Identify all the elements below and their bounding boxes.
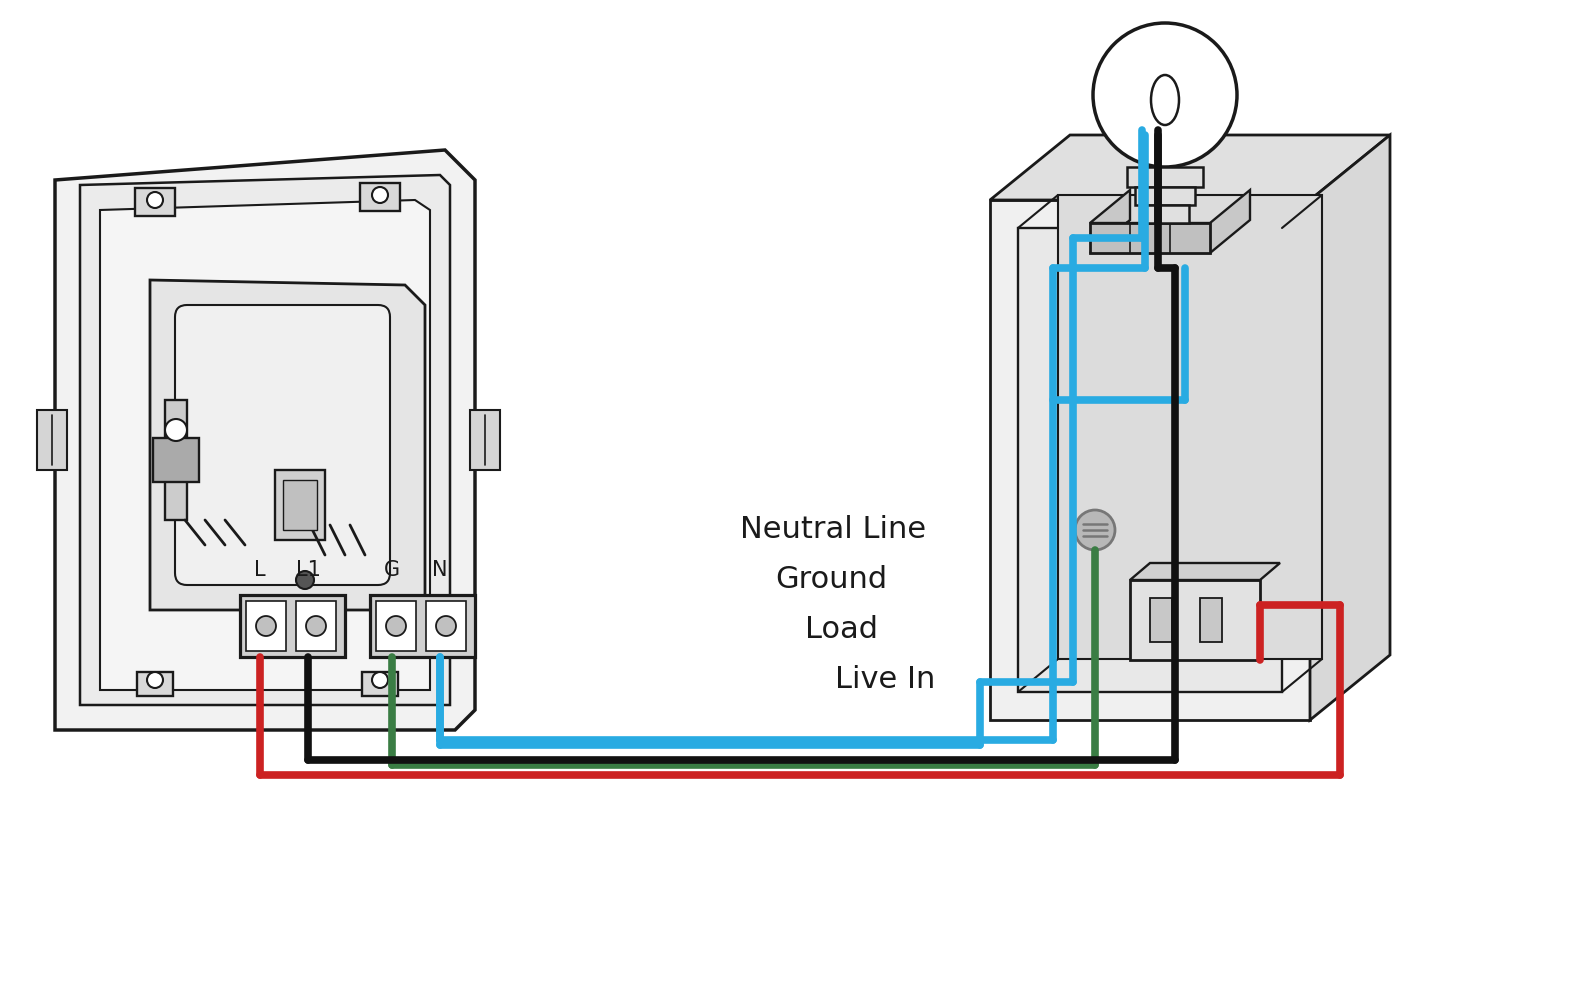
Bar: [164, 400, 186, 520]
Circle shape: [147, 192, 163, 208]
Text: L: L: [254, 560, 265, 580]
Text: N: N: [433, 560, 447, 580]
Bar: [1141, 205, 1190, 223]
Bar: [137, 672, 172, 696]
Bar: [360, 183, 400, 211]
Bar: [427, 601, 466, 651]
Bar: [1127, 167, 1202, 187]
Bar: [1134, 187, 1194, 205]
Circle shape: [386, 616, 406, 636]
Polygon shape: [1090, 190, 1250, 253]
Circle shape: [164, 419, 186, 441]
Text: Neutral Line: Neutral Line: [739, 516, 926, 544]
Polygon shape: [1059, 195, 1322, 659]
Polygon shape: [991, 135, 1390, 200]
Bar: [153, 438, 199, 482]
Text: Load: Load: [804, 615, 878, 645]
Bar: [134, 188, 175, 216]
Circle shape: [371, 672, 389, 688]
Text: L1: L1: [295, 560, 321, 580]
Bar: [1090, 223, 1210, 253]
Circle shape: [371, 187, 389, 203]
Bar: [246, 601, 286, 651]
Circle shape: [256, 616, 276, 636]
Bar: [469, 410, 499, 470]
Bar: [275, 470, 325, 540]
Bar: [1130, 580, 1259, 660]
Polygon shape: [991, 200, 1310, 720]
FancyBboxPatch shape: [175, 305, 390, 585]
Bar: [362, 672, 398, 696]
Circle shape: [1074, 510, 1115, 550]
Bar: [283, 480, 318, 530]
Text: G: G: [384, 560, 400, 580]
Bar: [370, 595, 476, 657]
Polygon shape: [100, 200, 430, 690]
Polygon shape: [81, 175, 450, 705]
Circle shape: [147, 672, 163, 688]
Polygon shape: [1018, 228, 1281, 692]
Bar: [36, 410, 66, 470]
Circle shape: [295, 611, 314, 629]
Circle shape: [436, 616, 457, 636]
Polygon shape: [55, 150, 476, 730]
Text: Ground: Ground: [776, 566, 886, 594]
Polygon shape: [150, 280, 425, 610]
Text: Live In: Live In: [834, 666, 935, 694]
Circle shape: [295, 571, 314, 589]
Ellipse shape: [1150, 75, 1179, 125]
Polygon shape: [1130, 563, 1280, 580]
Circle shape: [307, 616, 325, 636]
Bar: [376, 601, 416, 651]
Bar: [295, 601, 337, 651]
Bar: [240, 595, 344, 657]
Bar: [1150, 598, 1172, 642]
Circle shape: [1093, 23, 1237, 167]
Bar: [1199, 598, 1221, 642]
Polygon shape: [1310, 135, 1390, 720]
